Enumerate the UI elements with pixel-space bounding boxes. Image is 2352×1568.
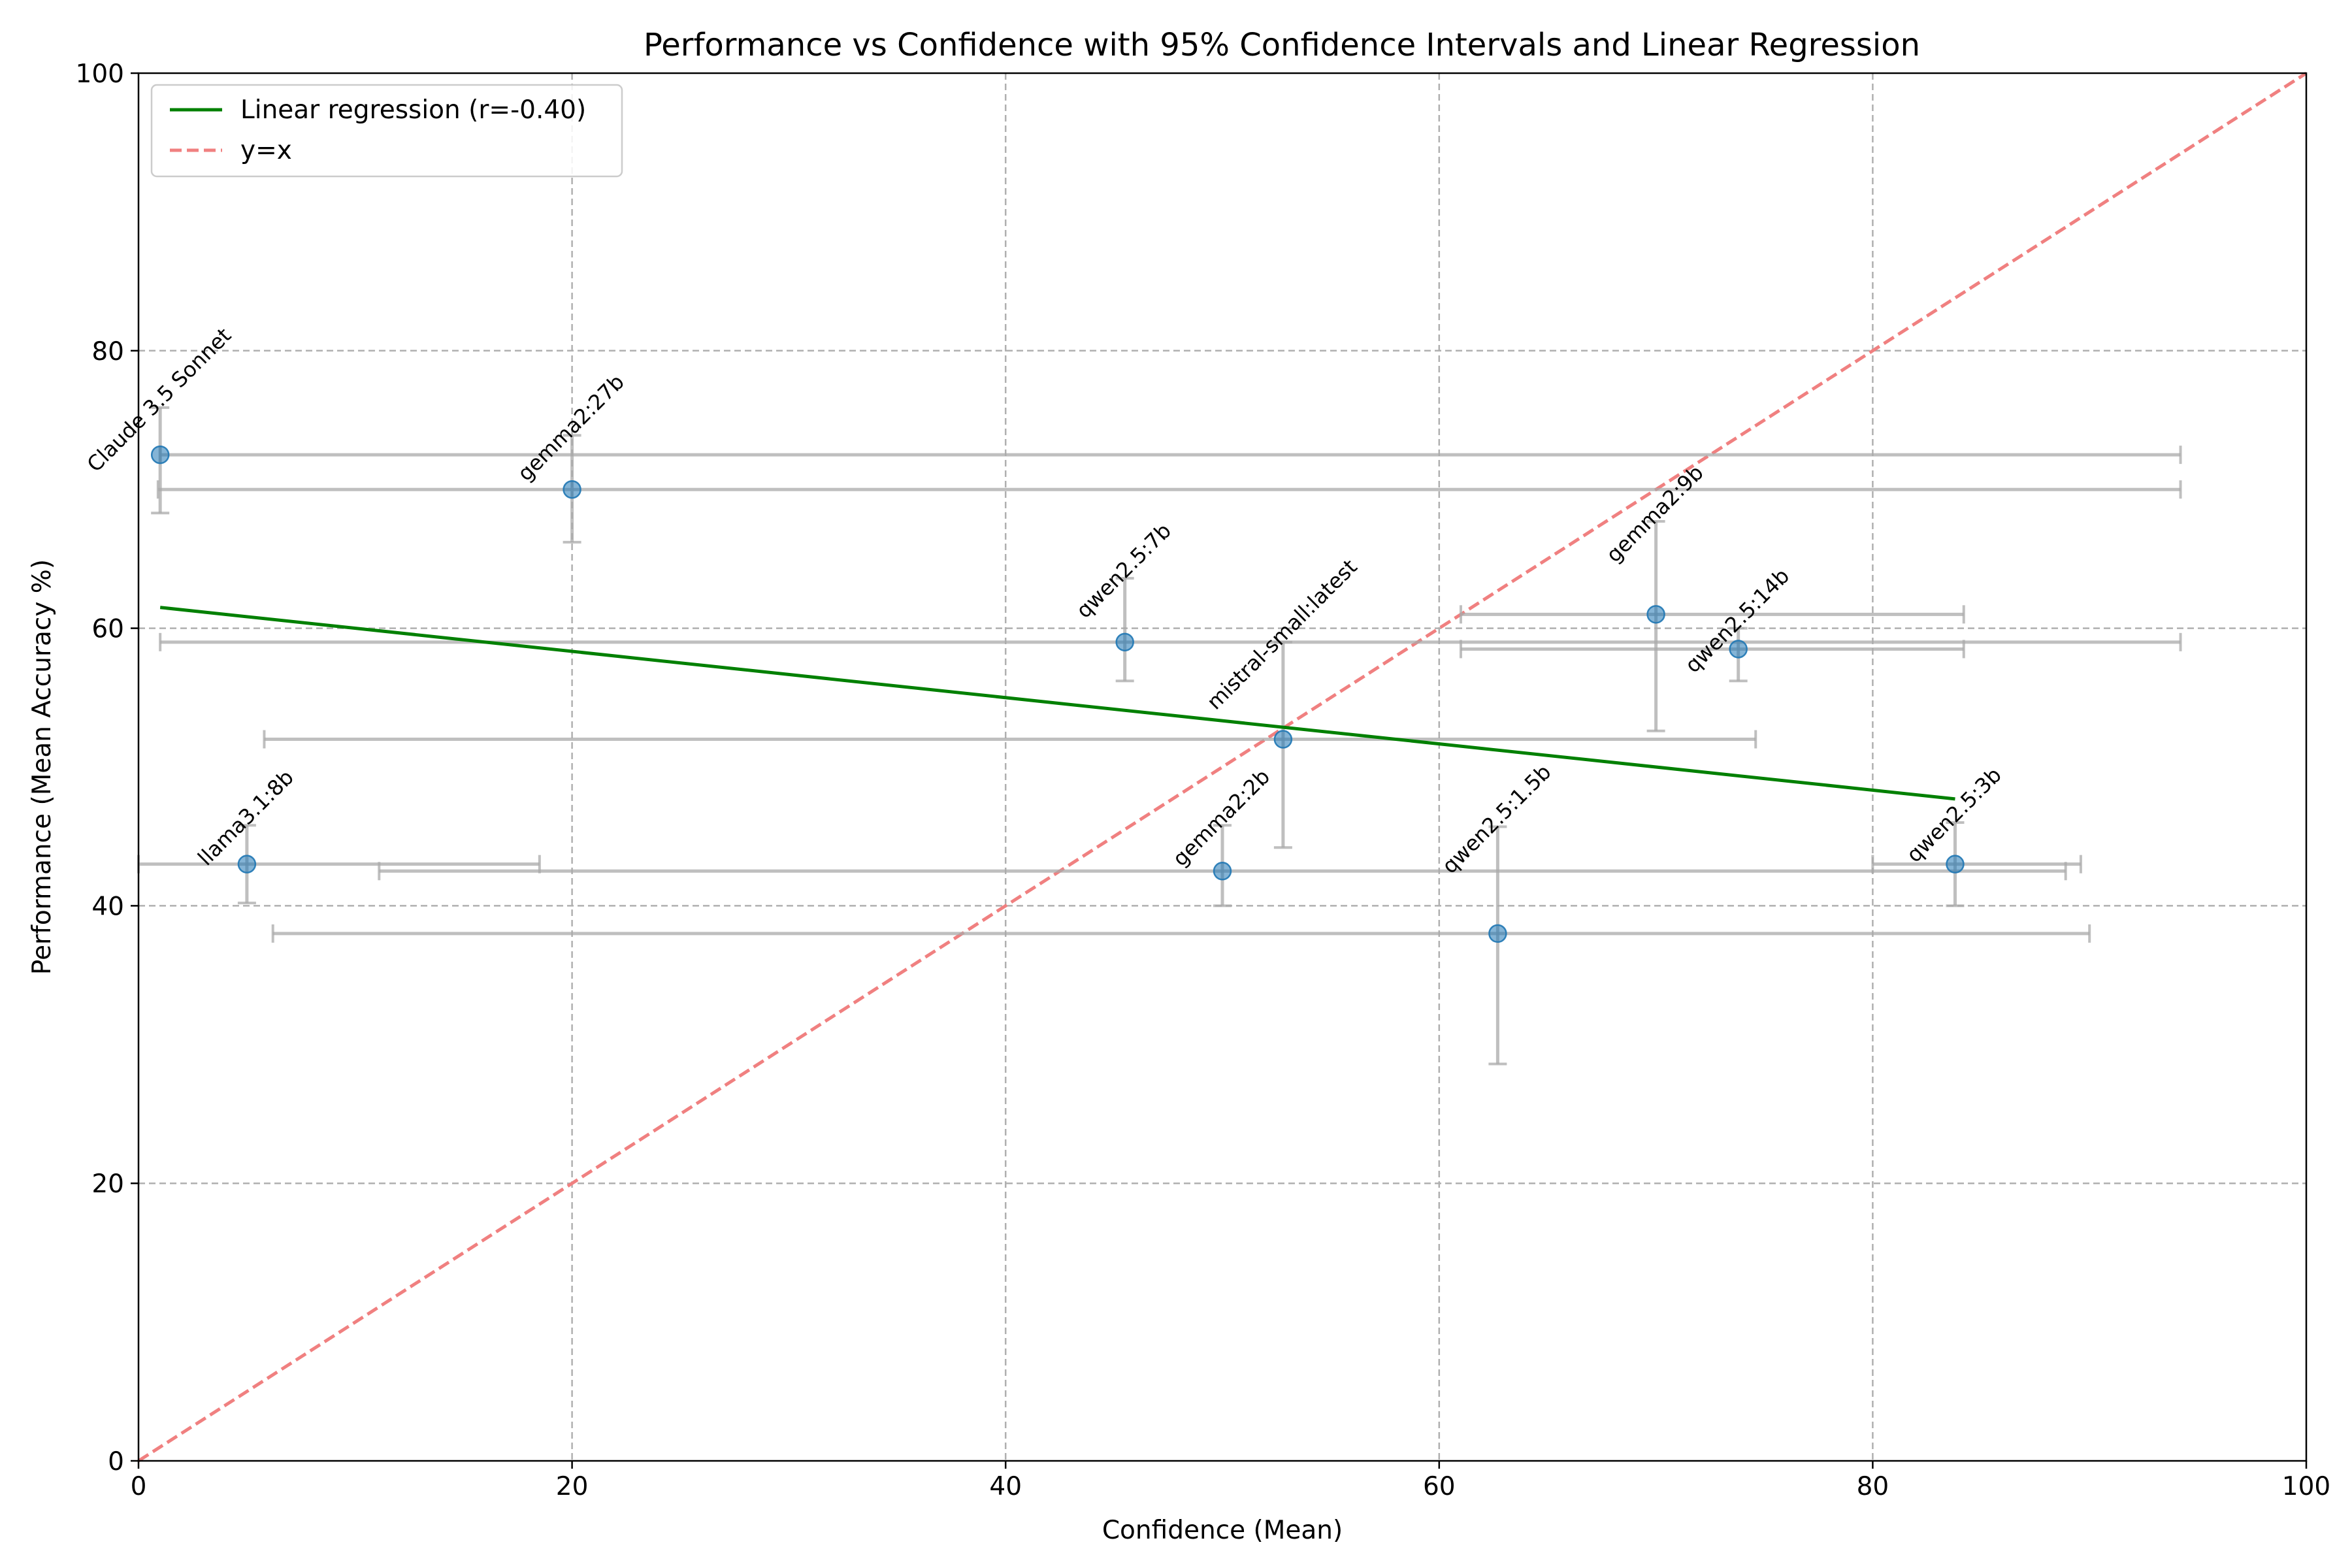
point-gemma2-2b (1213, 862, 1232, 881)
y-tick-label-100: 100 (76, 59, 124, 89)
legend-box (150, 84, 623, 178)
point-qwen2-5-14b (1729, 640, 1748, 659)
y-tick-label-0: 0 (108, 1447, 124, 1477)
identity-line-layer (137, 71, 2308, 1463)
data-points (150, 445, 1965, 943)
regression-line (159, 606, 1955, 801)
x-tick-label-60: 60 (1423, 1472, 1456, 1501)
x-axis-label: Confidence (Mean) (1102, 1516, 1343, 1545)
identity-line (137, 71, 2308, 1463)
plot-frame (137, 72, 2308, 1462)
legend-identity-label: y=x (240, 136, 292, 165)
point-gemma2-9b (1646, 605, 1665, 624)
x-tick-label-40: 40 (989, 1472, 1022, 1501)
point-qwen2-5-7b (1115, 632, 1134, 652)
x-tick-label-20: 20 (556, 1472, 589, 1501)
y-tick-label-60: 60 (91, 615, 124, 644)
error-bar-gemma2-9b (1459, 520, 1965, 732)
y-tick-label-20: 20 (91, 1169, 124, 1199)
point-qwen2-5-1-5b (1488, 924, 1507, 943)
error-bar-qwen2-5-1-5b (271, 825, 2091, 1066)
x-tick-label-0: 0 (131, 1472, 147, 1501)
axis-ticks: 0 20 40 60 80 100 0 20 40 60 80 100 (76, 59, 2331, 1501)
y-axis-label: Performance (Mean Accuracy %) (27, 559, 57, 975)
point-mistral-small-latest (1273, 730, 1293, 749)
regression-line-layer (159, 606, 1955, 801)
point-claude-3-5-sonnet (150, 445, 170, 465)
x-tick-label-100: 100 (2282, 1472, 2330, 1501)
legend-regression-label: Linear regression (r=-0.40) (240, 95, 586, 125)
chart-title: Performance vs Confidence with 95% Confi… (644, 27, 1920, 63)
y-tick-label-80: 80 (91, 337, 124, 367)
point-gemma2-27b (563, 480, 581, 499)
x-tick-label-80: 80 (1857, 1472, 1889, 1501)
legend: Linear regression (r=-0.40) y=x (150, 84, 623, 178)
point-qwen2-5-3b (1946, 855, 1965, 874)
point-llama3-1-8b (237, 855, 257, 874)
grid-lines (139, 73, 2306, 1461)
y-tick-label-40: 40 (91, 892, 124, 921)
error-bar-gemma2-27b (156, 434, 2182, 544)
